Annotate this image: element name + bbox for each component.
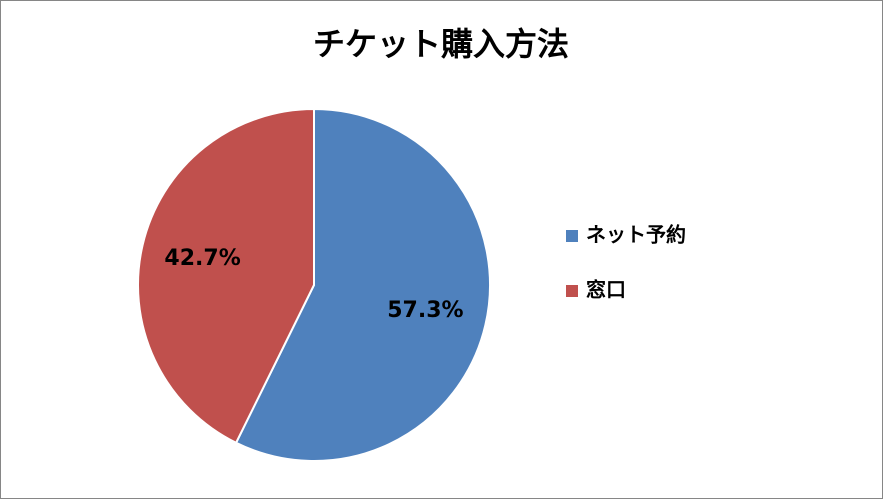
data-label: 42.7%	[164, 246, 240, 271]
legend-swatch	[566, 230, 578, 242]
pie-slice	[234, 107, 491, 462]
legend-label: 窓口	[586, 278, 626, 302]
chart-title: チケット購入方法	[313, 25, 569, 63]
legend-label: ネット予約	[586, 223, 686, 247]
legend-swatch	[566, 285, 578, 297]
pie-slice	[137, 107, 315, 445]
data-label: 57.3%	[387, 298, 463, 323]
